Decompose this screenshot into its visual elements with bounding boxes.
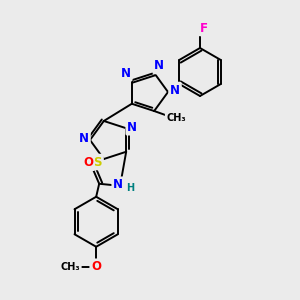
Text: N: N — [113, 178, 123, 191]
Text: H: H — [126, 183, 134, 193]
Text: N: N — [127, 121, 137, 134]
Text: S: S — [94, 155, 102, 169]
Text: N: N — [121, 67, 131, 80]
Text: N: N — [170, 83, 180, 97]
Text: N: N — [79, 133, 89, 146]
Text: F: F — [200, 22, 208, 34]
Text: CH₃: CH₃ — [167, 113, 186, 123]
Text: N: N — [154, 59, 164, 73]
Text: O: O — [91, 260, 101, 273]
Text: CH₃: CH₃ — [60, 262, 80, 272]
Text: O: O — [83, 156, 93, 169]
